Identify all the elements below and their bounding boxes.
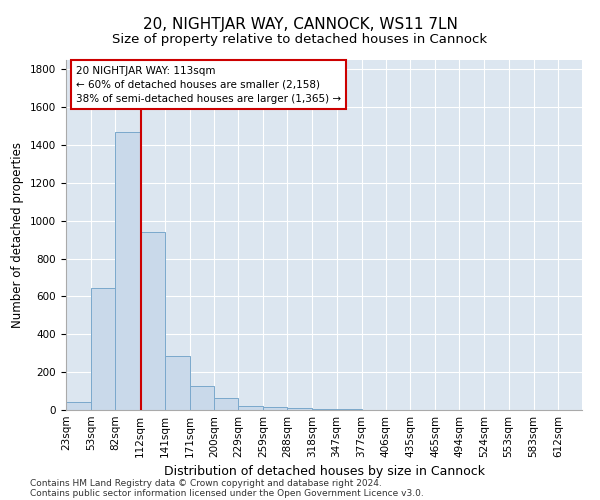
Bar (91, 288, 115, 410)
X-axis label: Distribution of detached houses by size in Cannock: Distribution of detached houses by size … (163, 466, 485, 478)
Bar (164, 356, 190, 410)
Bar (287, 408, 313, 410)
Bar (190, 386, 214, 410)
Text: 20 NIGHTJAR WAY: 113sqm
← 60% of detached houses are smaller (2,158)
38% of semi: 20 NIGHTJAR WAY: 113sqm ← 60% of detache… (76, 66, 341, 104)
Text: Contains HM Land Registry data © Crown copyright and database right 2024.: Contains HM Land Registry data © Crown c… (30, 478, 382, 488)
Bar (263, 408, 287, 410)
Text: 20, NIGHTJAR WAY, CANNOCK, WS11 7LN: 20, NIGHTJAR WAY, CANNOCK, WS11 7LN (143, 18, 457, 32)
Bar (140, 232, 164, 410)
Y-axis label: Number of detached properties: Number of detached properties (11, 142, 25, 328)
Bar (214, 398, 238, 410)
Text: Size of property relative to detached houses in Cannock: Size of property relative to detached ho… (112, 32, 488, 46)
Bar (66, 402, 91, 410)
Bar (313, 409, 337, 410)
Text: Contains public sector information licensed under the Open Government Licence v3: Contains public sector information licen… (30, 488, 424, 498)
Bar (238, 406, 263, 410)
Bar (115, 132, 140, 410)
